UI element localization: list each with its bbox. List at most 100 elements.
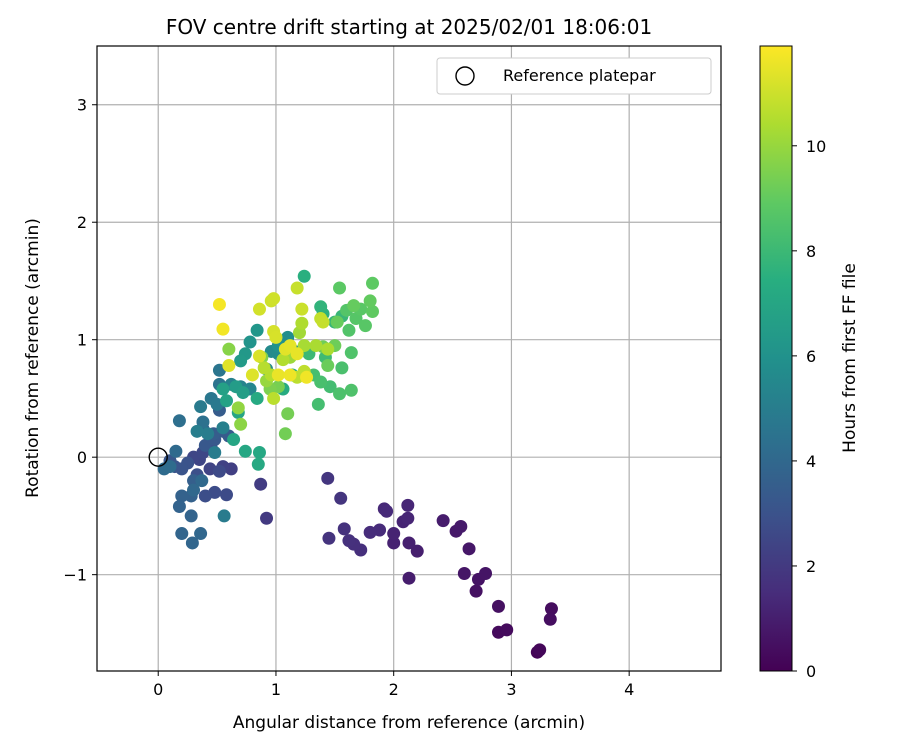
data-point [311,397,325,411]
data-point [227,433,241,447]
data-point [337,522,351,536]
data-point [342,534,356,548]
data-point [462,542,476,556]
data-point [281,407,295,421]
data-point [387,527,401,541]
data-point [212,297,226,311]
data-point [252,302,266,316]
data-point [231,401,245,415]
data-point [250,391,264,405]
colorbar-ticks: 0 2 4 6 8 10 [792,137,826,681]
data-point [220,488,234,502]
data-point [300,370,314,384]
data-point [344,346,358,360]
data-point [184,509,198,523]
points [157,269,558,659]
data-point [544,602,558,616]
data-point [216,421,230,435]
data-point [366,305,380,319]
data-point [321,342,335,356]
data-point [401,498,415,512]
data-point [216,382,230,396]
x-tick-label: 0 [153,680,163,699]
data-point [363,294,377,308]
data-point [533,643,547,657]
data-point [198,438,212,452]
data-point [469,584,483,598]
data-point [252,349,266,363]
data-point [454,519,468,533]
data-point [363,525,377,539]
data-point [172,500,186,514]
data-point [257,361,271,375]
data-point [175,527,189,541]
y-axis-label: Rotation from reference (arcmin) [23,218,43,498]
data-point [290,281,304,295]
data-point [410,544,424,558]
legend-box [436,57,712,95]
data-point [366,276,380,290]
data-point [358,319,372,333]
x-axis-label: Angular distance from reference (arcmin) [233,713,585,733]
data-point [342,323,356,337]
y-tick-label: 0 [77,448,87,467]
data-point [330,315,344,329]
legend-marker-icon [455,66,475,86]
data-point [380,504,394,518]
data-point [236,386,250,400]
data-point [491,599,505,613]
data-point [234,354,248,368]
data-point [172,414,186,428]
data-point [267,391,281,405]
data-point [333,387,347,401]
data-point [252,445,266,459]
data-point [216,322,230,336]
y-tick-label: −1 [63,566,87,585]
data-point [401,511,415,525]
data-point [234,417,248,431]
data-point [500,623,514,637]
data-point [185,536,199,550]
data-point [269,330,283,344]
legend: Reference platepar [436,57,712,95]
data-point [436,514,450,528]
colorbar-tick-label: 4 [806,452,816,471]
data-point [402,571,416,585]
data-point [196,415,210,429]
data-point [250,323,264,337]
colorbar-label: Hours from first FF file [840,263,860,453]
plot-frame [96,45,722,672]
data-point [217,509,231,523]
data-point [295,316,309,330]
colorbar-tick-label: 10 [806,137,826,156]
data-point [276,353,290,367]
data-point [194,400,208,414]
data-point [321,359,335,373]
colorbar-tick-label: 8 [806,242,816,261]
data-point [344,383,358,397]
data-point [457,566,471,580]
data-point [347,299,361,313]
data-point [543,612,557,626]
legend-entry-label: Reference platepar [503,66,656,85]
y-tick-label: 1 [77,331,87,350]
data-point [278,427,292,441]
data-point [198,489,212,503]
x-tick-label: 3 [506,680,516,699]
data-point [309,339,323,353]
data-point [175,489,189,503]
y-axis-ticks: −1 0 1 2 3 [63,96,97,585]
data-point [254,477,268,491]
data-point [195,474,209,488]
data-point [260,511,274,525]
colorbar-tick-label: 2 [806,557,816,576]
data-point [169,444,183,458]
data-point [283,368,297,382]
data-point [222,342,236,356]
data-point [222,359,236,373]
data-point [208,445,222,459]
data-point [334,491,348,505]
x-tick-label: 4 [624,680,634,699]
y-tick-label: 2 [77,213,87,232]
